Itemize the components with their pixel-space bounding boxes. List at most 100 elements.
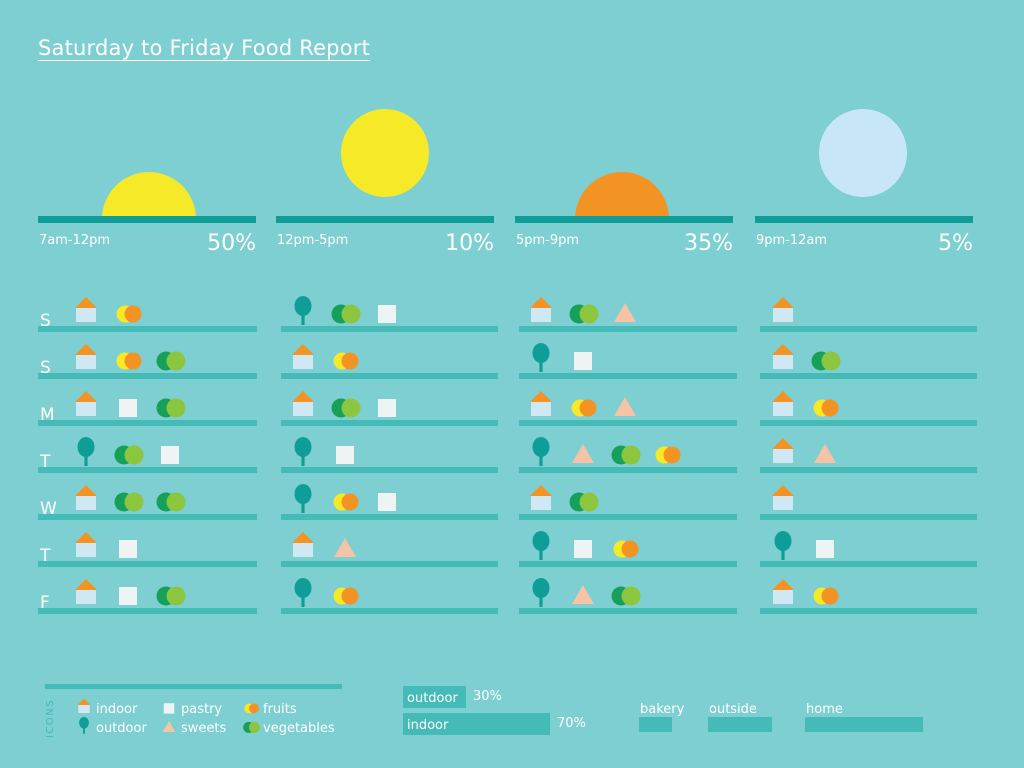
veg-circle-light — [621, 586, 641, 606]
sun-half — [575, 172, 669, 219]
pastry-icon — [119, 540, 137, 558]
fruit-circle-orange — [621, 540, 639, 558]
time-period-baseline — [276, 216, 494, 223]
veg-circle-light — [248, 721, 260, 733]
indoor-icon — [530, 485, 552, 510]
sweets-icon — [614, 397, 636, 416]
fruit-circle-orange — [248, 703, 259, 714]
row-line — [519, 467, 737, 473]
legend-label-fruits: fruits — [263, 702, 297, 717]
cell-3-2 — [532, 437, 681, 466]
pastry-icon — [816, 540, 834, 558]
house-body — [773, 401, 793, 416]
place-label-outside: outside — [709, 702, 757, 717]
pastry-icon — [119, 587, 137, 605]
indoor-icon — [75, 485, 97, 510]
house-roof — [530, 391, 552, 402]
house-roof — [772, 297, 794, 308]
tree-trunk — [301, 454, 305, 466]
indoor-icon — [292, 391, 314, 416]
fruits-icon — [333, 587, 359, 605]
place-bar-bakery — [639, 717, 672, 732]
share-label-outdoor: outdoor — [407, 691, 458, 706]
sun-full — [819, 109, 907, 197]
vegetables-icon — [156, 492, 186, 512]
legend-label-pastry: pastry — [181, 702, 222, 717]
fruit-circle-orange — [124, 352, 142, 370]
fruit-circle-orange — [663, 446, 681, 464]
fruits-icon — [813, 399, 839, 417]
time-period-label: 9pm-12am — [756, 233, 827, 248]
house-roof — [75, 344, 97, 355]
vegetables-icon — [569, 304, 599, 324]
veg-circle-light — [166, 351, 186, 371]
time-period-baseline — [38, 216, 256, 223]
sweets-icon — [334, 538, 356, 557]
place-label-home: home — [806, 702, 843, 717]
sweets-triangle — [162, 721, 176, 733]
share-bar-indoor — [403, 713, 550, 735]
legend-vegetables-icon — [243, 721, 260, 733]
house-roof — [75, 297, 97, 308]
tree-trunk — [301, 501, 305, 513]
legend-label-vegetables: vegetables — [263, 721, 335, 736]
legend-heading: ICONS — [45, 699, 56, 738]
row-line — [519, 420, 737, 426]
legend-bar — [45, 684, 342, 689]
pastry-icon — [574, 352, 592, 370]
outdoor-icon — [294, 484, 312, 513]
outdoor-icon — [532, 531, 550, 560]
tree-trunk — [84, 454, 88, 466]
vegetables-icon — [331, 304, 361, 324]
pastry-square — [119, 540, 137, 558]
veg-circle-light — [579, 492, 599, 512]
vegetables-icon — [156, 586, 186, 606]
time-period-percent: 50% — [207, 231, 256, 256]
vegetables-icon — [114, 445, 144, 465]
fruits-icon — [813, 587, 839, 605]
tree-crown — [79, 716, 89, 729]
legend-fruits-icon — [244, 703, 259, 714]
veg-circle-light — [166, 398, 186, 418]
cell-0-1 — [294, 296, 396, 325]
time-period-2 — [515, 172, 733, 223]
row-line — [519, 373, 737, 379]
indoor-icon — [75, 297, 97, 322]
veg-circle-light — [166, 586, 186, 606]
house-roof — [772, 438, 794, 449]
house-body — [76, 307, 96, 322]
time-period-percent: 5% — [938, 231, 973, 256]
fruits-icon — [655, 446, 681, 464]
legend-outdoor-icon — [79, 716, 89, 734]
veg-circle-light — [124, 445, 144, 465]
house-body — [76, 495, 96, 510]
indoor-icon — [772, 391, 794, 416]
cell-3-3 — [772, 438, 836, 463]
cell-4-1 — [294, 484, 396, 513]
row-line — [281, 561, 498, 567]
fruit-circle-orange — [341, 587, 359, 605]
indoor-icon — [530, 391, 552, 416]
house-roof — [530, 297, 552, 308]
tree-crown — [532, 578, 550, 598]
house-body — [531, 307, 551, 322]
veg-circle-light — [341, 398, 361, 418]
pastry-square — [574, 352, 592, 370]
row-line — [519, 608, 737, 614]
house-body — [773, 448, 793, 463]
cell-0-0 — [75, 297, 142, 323]
tree-trunk — [539, 360, 543, 372]
veg-circle-light — [341, 304, 361, 324]
house-roof — [292, 344, 314, 355]
vegetables-icon — [156, 398, 186, 418]
sweets-triangle — [572, 444, 594, 463]
pastry-square — [378, 305, 396, 323]
tree-trunk — [781, 548, 785, 560]
house-roof — [772, 579, 794, 590]
fruits-icon — [333, 352, 359, 370]
house-roof — [75, 532, 97, 543]
vegetables-icon — [611, 445, 641, 465]
row-line — [519, 514, 737, 520]
pastry-square — [119, 587, 137, 605]
tree-trunk — [539, 548, 543, 560]
